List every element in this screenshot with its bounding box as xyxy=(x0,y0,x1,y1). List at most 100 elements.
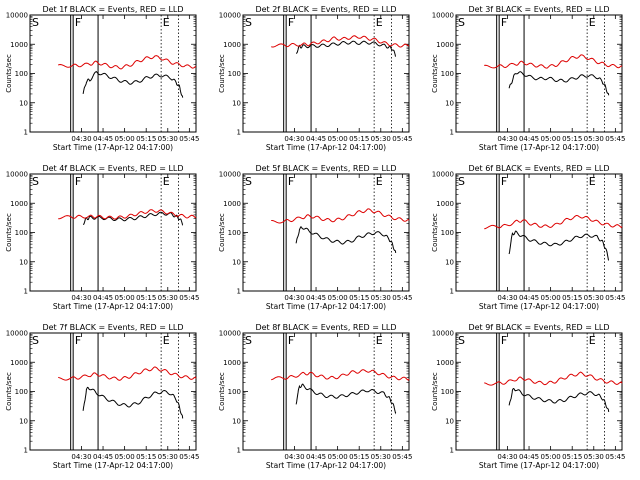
lld-series-line xyxy=(484,215,623,230)
x-tick-label: 04:45 xyxy=(306,294,326,302)
panel-title: Det 6f BLACK = Events, RED = LLD xyxy=(468,164,609,173)
flag-label: S xyxy=(458,334,465,347)
flag-label: S xyxy=(458,175,465,188)
y-tick-label: 100 xyxy=(228,229,241,237)
x-tick-label: 05:45 xyxy=(179,294,199,302)
y-tick-label: 1 xyxy=(24,447,28,455)
y-tick-label: 1 xyxy=(24,129,28,137)
y-tick-label: 100 xyxy=(228,388,241,396)
y-tick-label: 1 xyxy=(237,288,241,296)
x-tick-label: 05:45 xyxy=(179,135,199,143)
plot-frame xyxy=(242,173,410,292)
x-tick-label: 05:30 xyxy=(584,135,604,143)
lld-series-line xyxy=(58,209,197,220)
lld-series-line xyxy=(271,369,410,381)
y-tick-label: 1000 xyxy=(10,41,28,49)
lld-series-line xyxy=(484,371,623,386)
x-tick-label: 05:00 xyxy=(328,453,348,461)
events-series-line xyxy=(83,211,184,227)
x-tick-label: 05:00 xyxy=(541,453,561,461)
lld-series-line xyxy=(484,54,623,69)
x-tick-label: 05:15 xyxy=(562,135,582,143)
x-tick-label: 05:45 xyxy=(392,453,412,461)
y-tick-label: 10 xyxy=(19,99,28,107)
x-tick-label: 05:00 xyxy=(115,453,135,461)
lld-series-line xyxy=(271,208,410,224)
x-tick-label: 05:45 xyxy=(605,453,625,461)
plot-frame xyxy=(455,14,623,133)
y-tick-label: 10 xyxy=(445,417,454,425)
y-axis-label: Counts/sec xyxy=(218,213,226,252)
panel-title: Det 7f BLACK = Events, RED = LLD xyxy=(42,323,183,332)
y-tick-label: 1 xyxy=(237,129,241,137)
x-tick-label: 04:45 xyxy=(519,453,539,461)
panel-title: Det 3f BLACK = Events, RED = LLD xyxy=(468,5,609,14)
x-tick-label: 05:45 xyxy=(179,453,199,461)
y-axis-label: Counts/sec xyxy=(431,54,439,93)
x-tick-label: 04:30 xyxy=(497,135,517,143)
y-tick-label: 100 xyxy=(15,229,28,237)
y-tick-label: 1000 xyxy=(10,359,28,367)
x-tick-label: 04:30 xyxy=(497,294,517,302)
x-tick-label: 04:45 xyxy=(306,135,326,143)
y-tick-label: 10000 xyxy=(219,12,241,20)
lld-series-line xyxy=(58,55,197,70)
y-tick-label: 10000 xyxy=(6,171,28,179)
flag-label: E xyxy=(163,334,170,347)
x-axis-label: Start Time (17-Apr-12 04:17:00) xyxy=(53,461,173,470)
plot-frame xyxy=(455,173,623,292)
y-tick-label: 1 xyxy=(450,288,454,296)
events-series-line xyxy=(82,386,184,419)
x-tick-label: 04:30 xyxy=(284,135,304,143)
flag-label: S xyxy=(245,175,252,188)
flag-label: E xyxy=(163,175,170,188)
x-tick-label: 05:30 xyxy=(371,135,391,143)
x-tick-label: 05:15 xyxy=(349,135,369,143)
panel-4: Det 4f BLACK = Events, RED = LLD 1 10 100 10… xyxy=(5,164,199,311)
x-tick-label: 05:30 xyxy=(158,294,178,302)
flag-label: E xyxy=(376,16,383,29)
y-tick-label: 100 xyxy=(15,70,28,78)
x-tick-label: 05:15 xyxy=(136,294,156,302)
y-tick-label: 10 xyxy=(19,258,28,266)
events-series-line xyxy=(508,230,610,262)
x-tick-label: 04:30 xyxy=(71,453,91,461)
x-axis-label: Start Time (17-Apr-12 04:17:00) xyxy=(53,302,173,311)
x-axis-label: Start Time (17-Apr-12 04:17:00) xyxy=(53,143,173,152)
x-tick-label: 05:00 xyxy=(328,294,348,302)
y-tick-label: 10 xyxy=(445,99,454,107)
x-axis-label: Start Time (17-Apr-12 04:17:00) xyxy=(479,461,599,470)
events-series-line xyxy=(295,383,397,415)
x-tick-label: 04:30 xyxy=(71,294,91,302)
x-tick-label: 05:30 xyxy=(158,453,178,461)
x-tick-label: 05:45 xyxy=(605,294,625,302)
y-axis-label: Counts/sec xyxy=(431,213,439,252)
y-tick-label: 10 xyxy=(232,258,241,266)
flag-label: F xyxy=(75,16,81,29)
panel-9: Det 9f BLACK = Events, RED = LLD 1 10 100 10… xyxy=(431,323,625,470)
plot-frame xyxy=(29,332,197,451)
flag-label: E xyxy=(376,175,383,188)
flag-label: F xyxy=(501,16,507,29)
x-tick-label: 04:45 xyxy=(306,453,326,461)
y-axis-label: Counts/sec xyxy=(431,372,439,411)
panel-8: Det 8f BLACK = Events, RED = LLD 1 10 100 10… xyxy=(218,323,412,470)
panel-title: Det 4f BLACK = Events, RED = LLD xyxy=(42,164,183,173)
x-tick-label: 04:30 xyxy=(284,294,304,302)
y-tick-label: 10000 xyxy=(219,171,241,179)
x-tick-label: 05:00 xyxy=(115,135,135,143)
events-series-line xyxy=(295,226,397,253)
y-tick-label: 10000 xyxy=(219,330,241,338)
x-tick-label: 05:15 xyxy=(349,294,369,302)
y-axis-label: Counts/sec xyxy=(218,54,226,93)
flag-label: S xyxy=(32,334,39,347)
y-tick-label: 100 xyxy=(441,229,454,237)
x-tick-label: 05:30 xyxy=(584,453,604,461)
flag-label: S xyxy=(245,334,252,347)
panel-2: Det 2f BLACK = Events, RED = LLD 1 10 100 10… xyxy=(218,5,412,152)
plot-frame xyxy=(455,332,623,451)
x-axis-label: Start Time (17-Apr-12 04:17:00) xyxy=(266,461,386,470)
x-tick-label: 05:30 xyxy=(158,135,178,143)
panel-1: Det 1f BLACK = Events, RED = LLD 1 10 100 10… xyxy=(5,5,199,152)
